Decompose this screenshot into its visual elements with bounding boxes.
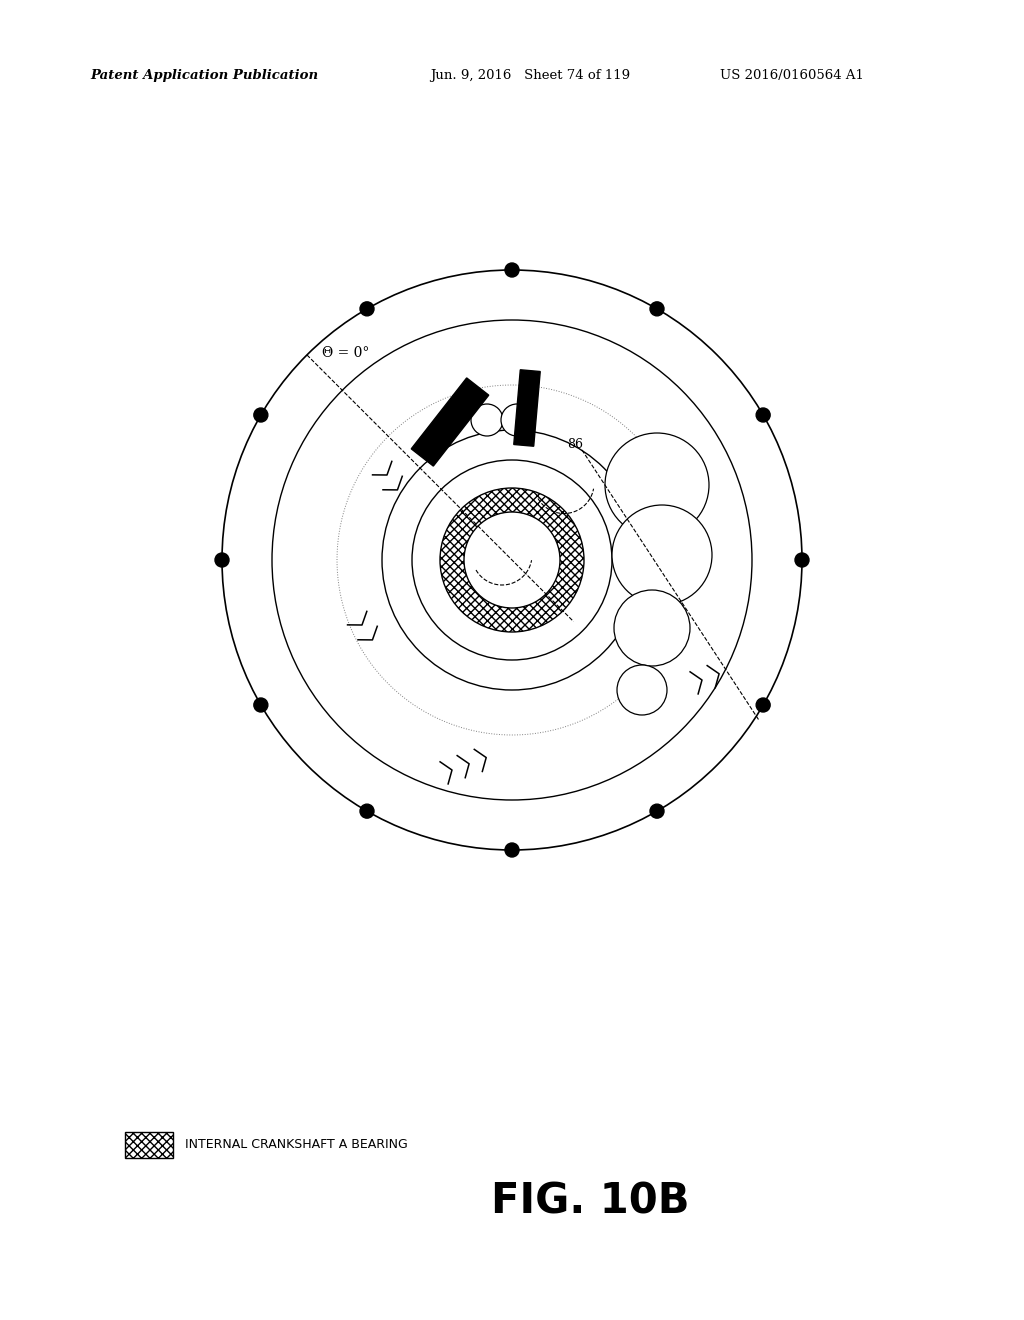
Text: US 2016/0160564 A1: US 2016/0160564 A1	[720, 69, 864, 82]
Polygon shape	[514, 370, 541, 446]
Text: INTERNAL CRANKSHAFT A BEARING: INTERNAL CRANKSHAFT A BEARING	[185, 1138, 408, 1151]
FancyBboxPatch shape	[125, 1133, 173, 1158]
Circle shape	[505, 263, 519, 277]
Text: Θ = 0°: Θ = 0°	[322, 346, 370, 360]
Circle shape	[215, 553, 229, 568]
Circle shape	[756, 408, 770, 422]
Text: FIG. 10B: FIG. 10B	[490, 1181, 689, 1224]
Text: Patent Application Publication: Patent Application Publication	[90, 69, 318, 82]
Circle shape	[614, 590, 690, 667]
Circle shape	[464, 512, 560, 609]
Circle shape	[360, 804, 374, 818]
Circle shape	[756, 698, 770, 711]
Circle shape	[412, 459, 612, 660]
Polygon shape	[412, 378, 488, 466]
Circle shape	[617, 665, 667, 715]
Circle shape	[650, 804, 664, 818]
Text: Jun. 9, 2016   Sheet 74 of 119: Jun. 9, 2016 Sheet 74 of 119	[430, 69, 630, 82]
Circle shape	[360, 302, 374, 315]
Text: 86: 86	[567, 438, 583, 451]
Circle shape	[254, 408, 268, 422]
Circle shape	[222, 271, 802, 850]
Circle shape	[612, 506, 712, 605]
Circle shape	[440, 488, 584, 632]
Circle shape	[471, 404, 503, 436]
Circle shape	[254, 698, 268, 711]
Circle shape	[650, 302, 664, 315]
Circle shape	[501, 404, 534, 436]
Circle shape	[795, 553, 809, 568]
Circle shape	[505, 843, 519, 857]
Circle shape	[605, 433, 709, 537]
